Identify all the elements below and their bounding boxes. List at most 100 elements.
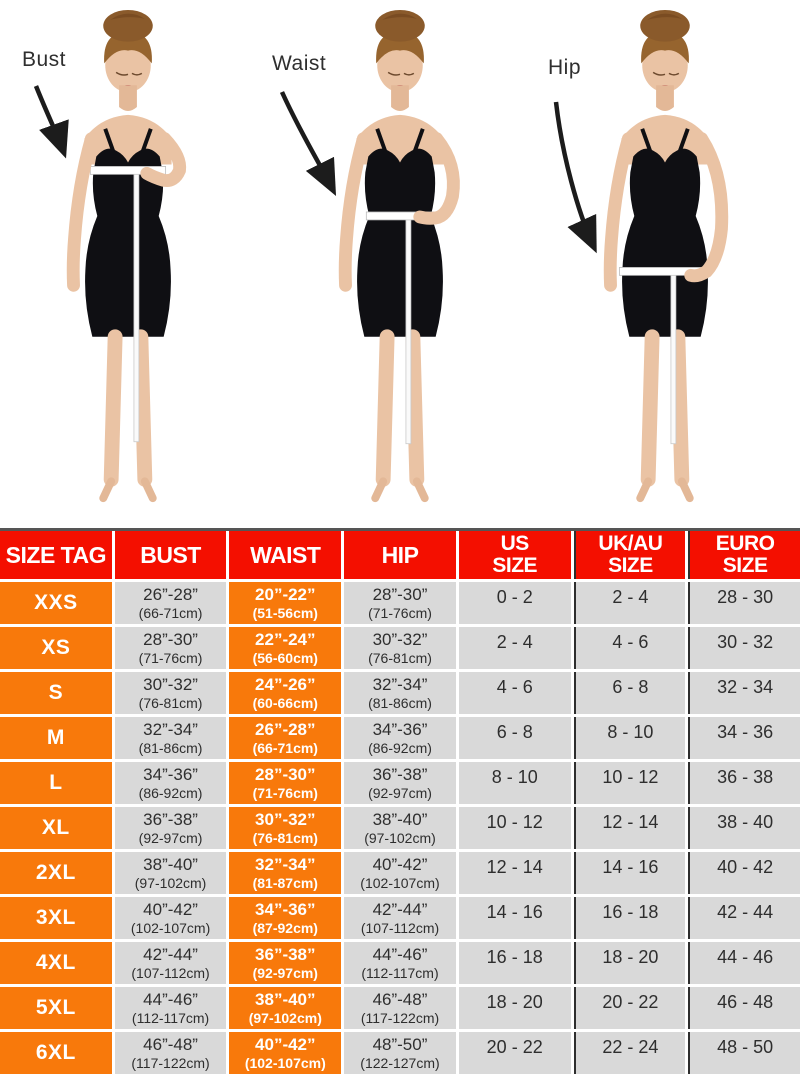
bust-cell: 36”-38” (92-97cm) — [114, 807, 227, 849]
us-size-cell: 10 - 12 — [458, 807, 571, 849]
us-size-cell: 14 - 16 — [458, 897, 571, 939]
waist-cm: (102-107cm) — [244, 1055, 326, 1071]
bust-cell: 46”-48” (117-122cm) — [114, 1032, 227, 1074]
waist-cm: (66-71cm) — [252, 740, 318, 756]
header-ukau-size: UK/AU SIZE — [573, 531, 686, 579]
hip-cell: 34”-36” (86-92cm) — [344, 717, 456, 759]
hip-cm: (92-97cm) — [368, 785, 432, 801]
hip-cm: (107-112cm) — [360, 920, 440, 936]
euro-size-cell: 38 - 40 — [688, 807, 800, 849]
size-tag-cell: 5XL — [0, 987, 112, 1029]
ukau-size-cell: 14 - 16 — [573, 852, 686, 894]
waist-cell: 38”-40” (97-102cm) — [229, 987, 342, 1029]
size-tag-cell: XS — [0, 627, 112, 669]
bust-cm: (92-97cm) — [138, 830, 203, 846]
waist-cell: 22”-24” (56-60cm) — [229, 627, 342, 669]
waist-cell: 26”-28” (66-71cm) — [229, 717, 342, 759]
bust-cell: 28”-30” (71-76cm) — [114, 627, 227, 669]
bust-cm: (112-117cm) — [131, 1010, 210, 1026]
ukau-size-cell: 6 - 8 — [573, 672, 686, 714]
us-size-cell: 20 - 22 — [458, 1032, 571, 1074]
waist-cm: (60-66cm) — [252, 695, 318, 711]
bust-cm: (76-81cm) — [138, 695, 203, 711]
bust-inches: 40”-42” — [143, 900, 198, 919]
hip-cm: (71-76cm) — [368, 605, 432, 621]
euro-size-cell: 44 - 46 — [688, 942, 800, 984]
hip-cell: 44”-46” (112-117cm) — [344, 942, 456, 984]
bust-cell: 44”-46” (112-117cm) — [114, 987, 227, 1029]
hip-cm: (102-107cm) — [360, 875, 440, 891]
us-size-cell: 6 - 8 — [458, 717, 571, 759]
ukau-size-cell: 4 - 6 — [573, 627, 686, 669]
ukau-size-cell: 8 - 10 — [573, 717, 686, 759]
hip-arrow — [553, 101, 597, 254]
bust-cell: 32”-34” (81-86cm) — [114, 717, 227, 759]
waist-cm: (51-56cm) — [252, 605, 318, 621]
waist-inches: 22”-24” — [255, 630, 316, 649]
bust-cm: (81-86cm) — [138, 740, 203, 756]
ukau-size-cell: 10 - 12 — [573, 762, 686, 804]
tape-band — [89, 166, 167, 175]
hanging-tape — [133, 173, 140, 443]
waist-arrow — [279, 91, 337, 197]
bust-cell: 30”-32” (76-81cm) — [114, 672, 227, 714]
waist-cm: (97-102cm) — [248, 1010, 322, 1026]
hanging-tape — [405, 219, 412, 445]
header-ukau-line2: SIZE — [608, 554, 653, 577]
us-size-cell: 16 - 18 — [458, 942, 571, 984]
size-chart-table: SIZE TAG BUST WAIST HIP US SIZE UK/AU SI… — [0, 528, 800, 1074]
table-row: S 30”-32” (76-81cm) 24”-26” (60-66cm) 32… — [0, 672, 800, 714]
bust-cell: 38”-40” (97-102cm) — [114, 852, 227, 894]
hip-cell: 46”-48” (117-122cm) — [344, 987, 456, 1029]
header-euro-line2: SIZE — [722, 554, 768, 577]
bust-cm: (97-102cm) — [134, 875, 207, 891]
hip-cm: (76-81cm) — [368, 650, 432, 666]
euro-size-cell: 36 - 38 — [688, 762, 800, 804]
waist-cell: 30”-32” (76-81cm) — [229, 807, 342, 849]
table-row: XXS 26”-28” (66-71cm) 20”-22” (51-56cm) … — [0, 582, 800, 624]
header-euro-line1: EURO — [715, 531, 775, 555]
hip-cell: 40”-42” (102-107cm) — [344, 852, 456, 894]
size-tag-cell: 3XL — [0, 897, 112, 939]
hip-cell: 42”-44” (107-112cm) — [344, 897, 456, 939]
bust-inches: 36”-38” — [143, 810, 198, 829]
header-us-size: US SIZE — [458, 531, 571, 579]
waist-inches: 34”-36” — [255, 900, 316, 919]
bust-cm: (107-112cm) — [131, 965, 210, 981]
hip-inches: 36”-38” — [372, 765, 428, 784]
hanging-tape — [670, 274, 677, 445]
size-tag-cell: 4XL — [0, 942, 112, 984]
bust-cell: 34”-36” (86-92cm) — [114, 762, 227, 804]
waist-cm: (81-87cm) — [252, 875, 318, 891]
table-row: XS 28”-30” (71-76cm) 22”-24” (56-60cm) 3… — [0, 627, 800, 669]
waist-label: Waist — [272, 52, 327, 75]
waist-inches: 30”-32” — [255, 810, 316, 829]
waist-inches: 20”-22” — [255, 585, 316, 604]
size-tag-cell: 6XL — [0, 1032, 112, 1074]
bust-cell: 42”-44” (107-112cm) — [114, 942, 227, 984]
bust-label: Bust — [22, 48, 67, 71]
us-size-cell: 4 - 6 — [458, 672, 571, 714]
bust-cm: (66-71cm) — [138, 605, 203, 621]
us-size-cell: 18 - 20 — [458, 987, 571, 1029]
euro-size-cell: 34 - 36 — [688, 717, 800, 759]
size-tag-cell: XXS — [0, 582, 112, 624]
measuring-guide: Bust Waist Hip — [0, 0, 800, 528]
euro-size-cell: 40 - 42 — [688, 852, 800, 894]
hip-inches: 30”-32” — [372, 630, 428, 649]
hip-inches: 34”-36” — [372, 720, 428, 739]
waist-cell: 24”-26” (60-66cm) — [229, 672, 342, 714]
euro-size-cell: 42 - 44 — [688, 897, 800, 939]
hip-cell: 28”-30” (71-76cm) — [344, 582, 456, 624]
table-row: 3XL 40”-42” (102-107cm) 34”-36” (87-92cm… — [0, 897, 800, 939]
header-waist: WAIST — [229, 531, 342, 579]
left-arm — [66, 132, 98, 292]
ukau-size-cell: 12 - 14 — [573, 807, 686, 849]
us-size-cell: 2 - 4 — [458, 627, 571, 669]
table-row: L 34”-36” (86-92cm) 28”-30” (71-76cm) 36… — [0, 762, 800, 804]
panel-hip: Hip — [538, 0, 794, 528]
euro-size-cell: 48 - 50 — [688, 1032, 800, 1074]
hip-cm: (81-86cm) — [368, 695, 432, 711]
bust-inches: 46”-48” — [143, 1035, 198, 1054]
bust-cm: (86-92cm) — [138, 785, 203, 801]
